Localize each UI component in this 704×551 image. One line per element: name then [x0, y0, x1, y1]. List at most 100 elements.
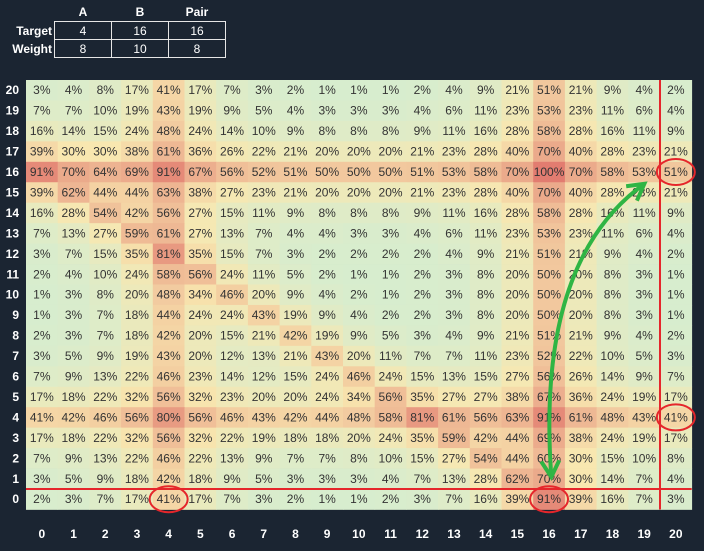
heatmap-cell	[184, 161, 217, 183]
heatmap-cell	[374, 80, 407, 101]
heatmap-cell-label: 11%	[442, 124, 465, 138]
heatmap-cell-label: 11%	[379, 349, 402, 363]
heatmap-cell	[152, 264, 185, 285]
green-arrow-head-bottom	[539, 459, 562, 482]
heatmap-cell-label: 21%	[505, 247, 529, 261]
heatmap-cell-label: 24%	[188, 124, 212, 138]
heatmap-cell-label: 4%	[445, 83, 463, 97]
heatmap-cell	[628, 80, 661, 101]
heatmap-cell	[247, 223, 280, 244]
heatmap-cell	[469, 100, 502, 122]
heatmap-cell	[628, 386, 661, 408]
heatmap-cell	[216, 202, 249, 224]
heatmap-cell	[596, 325, 629, 347]
heatmap-cell	[184, 325, 217, 347]
heatmap-cell-label: 3%	[33, 83, 51, 97]
heatmap-cell	[89, 243, 122, 265]
heatmap-cell-label: 1%	[382, 288, 400, 302]
heatmap-cell	[121, 427, 154, 449]
heatmap-cell	[57, 202, 90, 224]
heatmap-cell-label: 28%	[505, 206, 529, 220]
heatmap-cell	[374, 243, 407, 265]
heatmap-cell-label: 54%	[93, 206, 117, 220]
heatmap-cell	[438, 264, 471, 285]
heatmap-cell	[343, 202, 376, 224]
heatmap-cell-label: 23%	[252, 185, 276, 199]
heatmap-cell-label: 50%	[379, 165, 403, 179]
heatmap-cell	[343, 141, 376, 163]
heatmap-cell	[533, 100, 566, 122]
heatmap-cell	[121, 386, 154, 408]
heatmap-cell-label: 21%	[505, 329, 529, 343]
heatmap-cell	[184, 386, 217, 408]
legend-row-label: Target	[16, 23, 52, 38]
heatmap-cell	[311, 100, 344, 122]
heatmap-cell-label: 30%	[93, 145, 117, 159]
heatmap-cell-label: 9%	[287, 124, 305, 138]
heatmap-cell	[469, 325, 502, 347]
heatmap-cell-label: 2%	[414, 308, 432, 322]
heatmap-cell	[247, 202, 280, 224]
legend-cell: 10	[111, 39, 169, 58]
heatmap-cell-label: 21%	[664, 145, 688, 159]
heatmap-cell-label: 7%	[97, 492, 115, 506]
heatmap-cell	[501, 345, 534, 367]
heatmap-cell-label: 42%	[474, 431, 498, 445]
heatmap-cell-label: 46%	[347, 370, 371, 384]
heatmap-cell-label: 7%	[223, 492, 241, 506]
heatmap-cell	[121, 182, 154, 204]
heatmap-cell-label: 27%	[505, 370, 529, 384]
heatmap-cell	[501, 100, 534, 122]
heatmap-cell-label: 21%	[283, 145, 307, 159]
heatmap-cell-label: 3%	[667, 492, 685, 506]
heatmap-cell-label: 20%	[188, 349, 212, 363]
heatmap-cell-label: 24%	[379, 431, 403, 445]
heatmap-cell-label: 48%	[600, 410, 624, 424]
heatmap-cell	[438, 366, 471, 388]
heatmap-cell	[152, 284, 185, 306]
heatmap-cell	[533, 284, 566, 306]
heatmap-cell-label: 8%	[350, 206, 368, 220]
heatmap-cell	[152, 386, 185, 408]
heatmap-cell-label: 40%	[505, 145, 529, 159]
heatmap-cell	[438, 448, 471, 469]
heatmap-cell-label: 20%	[379, 185, 403, 199]
heatmap-cell-label: 53%	[442, 165, 466, 179]
heatmap-cell	[501, 243, 534, 265]
heatmap-cell-label: 36%	[188, 145, 212, 159]
heatmap-cell-label: 3%	[33, 472, 51, 486]
heatmap-cell	[121, 223, 154, 244]
heatmap-cell-label: 14%	[600, 472, 624, 486]
heatmap-cell-label: 11%	[442, 206, 465, 220]
heatmap-cell	[279, 345, 312, 367]
heatmap-cell	[216, 100, 249, 122]
heatmap-cell	[343, 284, 376, 306]
heatmap-cell-label: 18%	[283, 431, 307, 445]
heatmap-cell-label: 2%	[414, 288, 432, 302]
y-tick-label: 1	[12, 472, 19, 486]
y-tick-label: 15	[6, 185, 20, 199]
heatmap-cell-label: 8%	[350, 124, 368, 138]
heatmap-cell-label: 4%	[350, 308, 368, 322]
heatmap-cell-label: 3%	[445, 308, 463, 322]
heatmap-cell-label: 61%	[157, 226, 181, 240]
heatmap-cell	[279, 407, 312, 429]
heatmap-cell	[89, 427, 122, 449]
heatmap-cell	[89, 182, 122, 204]
heatmap-cell-label: 28%	[569, 124, 593, 138]
heatmap-cell	[121, 120, 154, 142]
heatmap-cell	[628, 264, 661, 285]
heatmap-cell	[596, 386, 629, 408]
heatmap-cell	[57, 325, 90, 347]
heatmap-cell	[247, 427, 280, 449]
heatmap-cell	[343, 264, 376, 285]
y-tick-label: 13	[6, 226, 20, 240]
heatmap-cell-label: 44%	[505, 451, 529, 465]
heatmap-cell	[89, 468, 122, 490]
heatmap-cell	[311, 182, 344, 204]
heatmap-cell-label: 28%	[474, 185, 498, 199]
heatmap-cell-label: 1%	[350, 83, 368, 97]
heatmap-cell-label: 51%	[664, 165, 688, 179]
heatmap-cell-label: 15%	[410, 451, 434, 465]
